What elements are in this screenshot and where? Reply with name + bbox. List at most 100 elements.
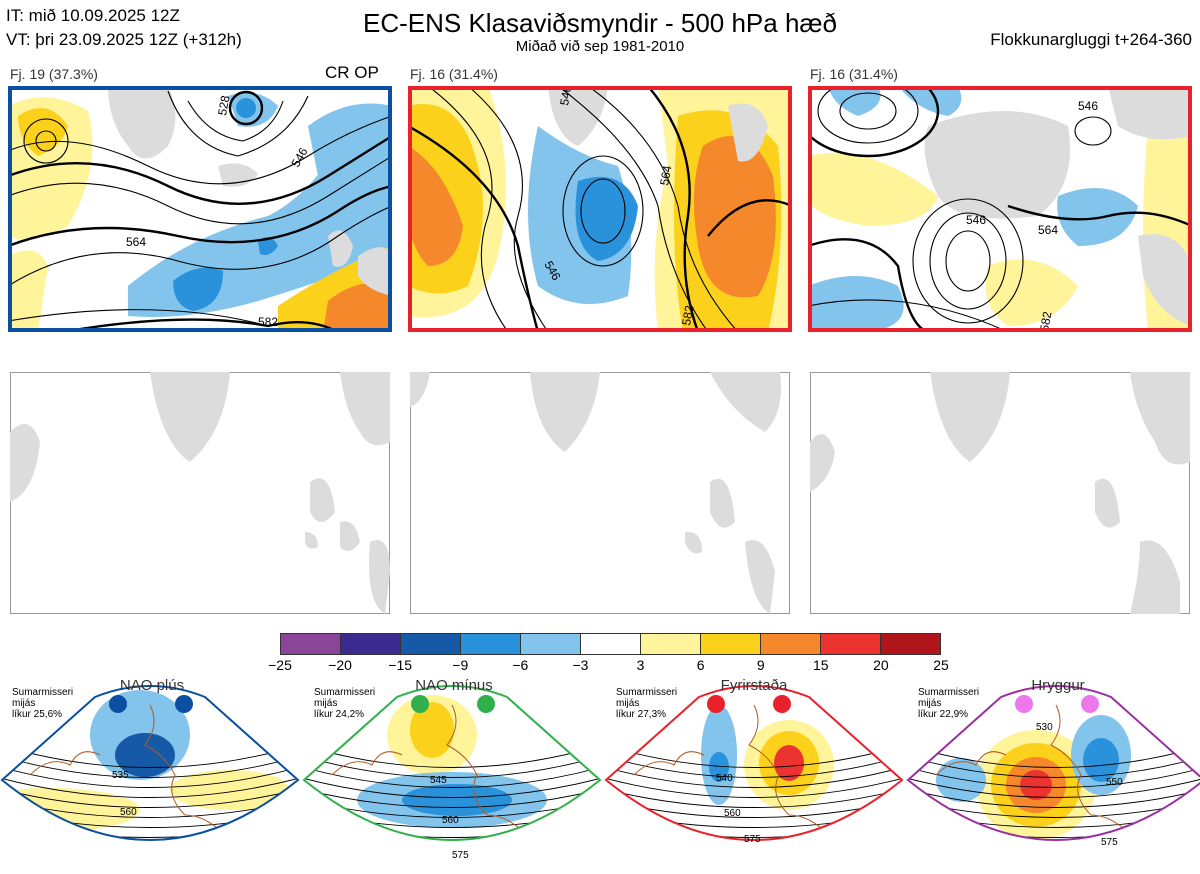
colorbar-swatch [700, 634, 760, 654]
colorbar-tick-label: 6 [696, 657, 705, 673]
page-subtitle: Miðað við sep 1981-2010 [515, 38, 685, 55]
panel-3-contour-546b: 546 [966, 213, 986, 227]
regime-contour-label: 545 [430, 775, 447, 786]
panel-2-contour-546b: 546 [557, 86, 574, 107]
panel-3-label: Fj. 16 (31.4%) [810, 66, 898, 82]
colorbar-tick-label: −6 [512, 657, 529, 673]
regime-contour-label: 560 [120, 807, 137, 818]
regime-contour-label: 535 [112, 770, 129, 781]
blank-map-3 [810, 372, 1190, 614]
panel-1-contour-582: 582 [258, 315, 278, 329]
panel-1-contour-564: 564 [126, 235, 146, 249]
regime-info-line: mijás [616, 698, 640, 709]
colorbar-swatch [640, 634, 700, 654]
regime-info: Sumarmisseri mijás líkur 25,6% [12, 687, 73, 720]
regime-name: Fyrirstaða [720, 677, 788, 694]
colorbar [280, 633, 941, 655]
regime-map: 535 560 [0, 685, 300, 841]
panel-2-contour-582: 582 [679, 304, 696, 326]
regime-name: NAO plús [119, 677, 185, 694]
cluster-map-2: 546 564 582 546 [408, 86, 792, 332]
regime-info: Sumarmisseri mijás líkur 27,3% [616, 687, 677, 720]
regime-contour-label: 530 [1036, 722, 1053, 733]
panel-3-contour-564: 564 [1038, 223, 1058, 237]
colorbar-tick-label: −15 [388, 657, 413, 673]
regime-info-line: Sumarmisseri [314, 687, 376, 698]
regime-info-line: líkur 25,6% [12, 709, 63, 720]
panel-1-border [8, 86, 392, 332]
regime-dot [175, 695, 193, 713]
regime-dot [1015, 695, 1033, 713]
panel-3-contour-582: 582 [1037, 310, 1054, 332]
colorbar-tick-label: 9 [756, 657, 765, 673]
panel-2-contour-564: 564 [657, 164, 674, 186]
regime-info: Sumarmisseri mijás líkur 24,2% [314, 687, 375, 720]
colorbar-swatch [880, 634, 940, 654]
regime-dot [773, 695, 791, 713]
panel-3-contour-546: 546 [1078, 99, 1098, 113]
regime-info-line: Sumarmisseri [616, 687, 678, 698]
regime-info-line: mijás [918, 698, 942, 709]
panel-1-contour-528: 528 [215, 94, 232, 116]
regime-map: 540 560 575 [604, 685, 904, 845]
blank-map-2 [410, 372, 790, 614]
regime-contour-label: 575 [1101, 837, 1118, 848]
cluster-map-3: 546 564 582 546 [808, 86, 1192, 332]
colorbar-swatch [760, 634, 820, 654]
colorbar-tick-label: −3 [572, 657, 589, 673]
colorbar-tick-label: −25 [268, 657, 292, 673]
colorbar-swatch [820, 634, 880, 654]
panel-1-tag: CR OP [325, 63, 379, 82]
regime-info-line: Sumarmisseri [12, 687, 74, 698]
regime-name: Hryggur [1031, 677, 1085, 694]
colorbar-swatch [580, 634, 640, 654]
panel-1-label: Fj. 19 (37.3%) [10, 66, 98, 82]
colorbar-tick-label: −9 [452, 657, 469, 673]
regime-2: 545 560 575 NAO mínus Sumarmisseri mijás líkur… [302, 675, 602, 869]
panel-3-border [808, 86, 1192, 332]
cluster-window: Flokkunargluggi t+264-360 [990, 30, 1192, 49]
colorbar-tick-label: 15 [813, 657, 829, 673]
valid-time: VT: þri 23.09.2025 12Z (+312h) [6, 30, 242, 49]
regime-contour-label: 575 [744, 834, 761, 845]
regime-info-line: Sumarmisseri [918, 687, 980, 698]
regime-contour-label: 575 [452, 850, 469, 861]
regime-3: 540 560 575 Fyrirstaða Sumarmisseri mijás líku… [604, 675, 904, 869]
regime-dot [411, 695, 429, 713]
regime-1: 535 560 NAO plús Sumarmisseri mijás líkur 25,… [0, 675, 300, 869]
colorbar-swatch [400, 634, 460, 654]
regime-info-line: mijás [12, 698, 36, 709]
blank-map-1 [10, 372, 390, 614]
colorbar-tick-label: −20 [328, 657, 352, 673]
regime-contour-label: 560 [442, 815, 459, 826]
regime-dot [477, 695, 495, 713]
colorbar-swatch [281, 634, 340, 654]
regime-info-line: líkur 27,3% [616, 709, 667, 720]
init-time: IT: mið 10.09.2025 12Z [6, 6, 180, 25]
cluster-map-1: 564 546 582 528 [8, 86, 392, 332]
regime-dot [707, 695, 725, 713]
regime-info-line: líkur 24,2% [314, 709, 365, 720]
regime-4: 530 550 575 Hryggur Sumarmisseri mijás líkur 2… [906, 675, 1200, 869]
colorbar-tick-label: 20 [873, 657, 889, 673]
panel-2-label: Fj. 16 (31.4%) [410, 66, 498, 82]
regime-contour-label: 550 [1106, 777, 1123, 788]
regime-map: 530 550 575 [906, 685, 1200, 848]
regime-info-line: líkur 22,9% [918, 709, 969, 720]
regime-dot [109, 695, 127, 713]
regime-dot [1081, 695, 1099, 713]
colorbar-swatch [460, 634, 520, 654]
header-left: IT: mið 10.09.2025 12Z VT: þri 23.09.202… [6, 4, 242, 52]
panel-2-border [408, 86, 792, 332]
colorbar-swatch [520, 634, 580, 654]
page-title: EC-ENS Klasaviðsmyndir - 500 hPa hæð [363, 8, 837, 38]
regime-contour-label: 540 [716, 773, 733, 784]
regime-name: NAO mínus [415, 677, 493, 694]
colorbar-tick-label: 25 [933, 657, 949, 673]
regime-map: 545 560 575 [302, 685, 602, 861]
regime-info: Sumarmisseri mijás líkur 22,9% [918, 687, 979, 720]
regime-info-line: mijás [314, 698, 338, 709]
colorbar-tick-label: 3 [636, 657, 645, 673]
regime-contour-label: 560 [724, 808, 741, 819]
colorbar-swatch [340, 634, 400, 654]
